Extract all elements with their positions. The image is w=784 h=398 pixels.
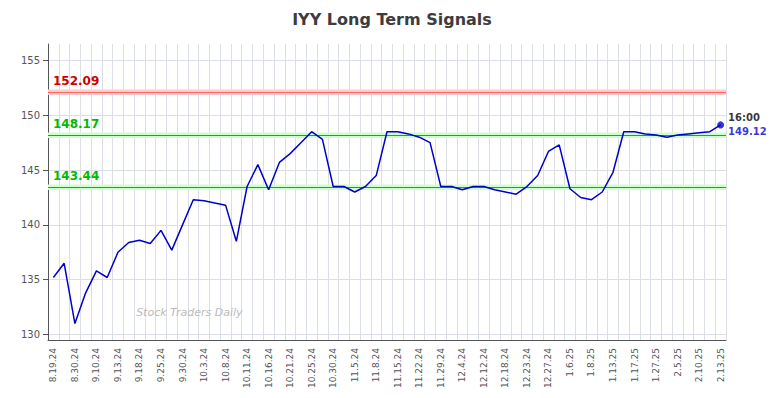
svg-text:150: 150 <box>21 110 40 121</box>
svg-text:148.17: 148.17 <box>53 117 99 131</box>
svg-text:12.12.24: 12.12.24 <box>479 348 489 388</box>
svg-text:1.8.25: 1.8.25 <box>586 348 596 377</box>
svg-text:9.25.24: 9.25.24 <box>156 348 166 383</box>
svg-text:10.21.24: 10.21.24 <box>285 348 295 388</box>
svg-text:11.29.24: 11.29.24 <box>436 348 446 388</box>
svg-text:16:00: 16:00 <box>728 112 760 123</box>
svg-text:143.44: 143.44 <box>53 169 99 183</box>
svg-text:9.18.24: 9.18.24 <box>134 348 144 383</box>
svg-text:140: 140 <box>21 219 40 230</box>
svg-text:10.30.24: 10.30.24 <box>328 348 338 388</box>
svg-text:10.11.24: 10.11.24 <box>242 348 252 388</box>
svg-text:Stock Traders Daily: Stock Traders Daily <box>136 306 243 319</box>
svg-text:10.8.24: 10.8.24 <box>221 348 231 383</box>
svg-text:10.16.24: 10.16.24 <box>264 348 274 388</box>
svg-text:10.3.24: 10.3.24 <box>199 348 209 383</box>
svg-text:2.13.25: 2.13.25 <box>716 348 726 382</box>
svg-text:149.12: 149.12 <box>728 126 767 137</box>
svg-text:11.5.24: 11.5.24 <box>350 348 360 383</box>
svg-text:IYY Long Term Signals: IYY Long Term Signals <box>292 10 492 29</box>
svg-text:8.19.24: 8.19.24 <box>48 348 58 383</box>
svg-text:11.8.24: 11.8.24 <box>371 348 381 383</box>
svg-text:12.27.24: 12.27.24 <box>543 348 553 388</box>
svg-text:9.30.24: 9.30.24 <box>178 348 188 383</box>
svg-text:145: 145 <box>21 165 40 176</box>
svg-text:10.25.24: 10.25.24 <box>307 348 317 388</box>
svg-text:1.13.25: 1.13.25 <box>608 348 618 382</box>
svg-text:135: 135 <box>21 274 40 285</box>
svg-text:8.30.24: 8.30.24 <box>70 348 80 383</box>
svg-text:130: 130 <box>21 329 40 340</box>
svg-text:155: 155 <box>21 55 40 66</box>
svg-text:9.13.24: 9.13.24 <box>113 348 123 383</box>
svg-text:9.10.24: 9.10.24 <box>91 348 101 383</box>
svg-text:2.10.25: 2.10.25 <box>694 348 704 382</box>
svg-text:11.15.24: 11.15.24 <box>393 348 403 388</box>
svg-text:11.22.24: 11.22.24 <box>414 348 424 388</box>
svg-text:12.23.24: 12.23.24 <box>522 348 532 388</box>
svg-text:12.18.24: 12.18.24 <box>500 348 510 388</box>
svg-text:1.6.25: 1.6.25 <box>565 348 575 377</box>
svg-text:1.27.25: 1.27.25 <box>651 348 661 382</box>
svg-text:2.5.25: 2.5.25 <box>673 348 683 377</box>
svg-text:12.4.24: 12.4.24 <box>457 348 467 383</box>
svg-text:152.09: 152.09 <box>53 74 99 88</box>
svg-text:1.17.25: 1.17.25 <box>630 348 640 382</box>
